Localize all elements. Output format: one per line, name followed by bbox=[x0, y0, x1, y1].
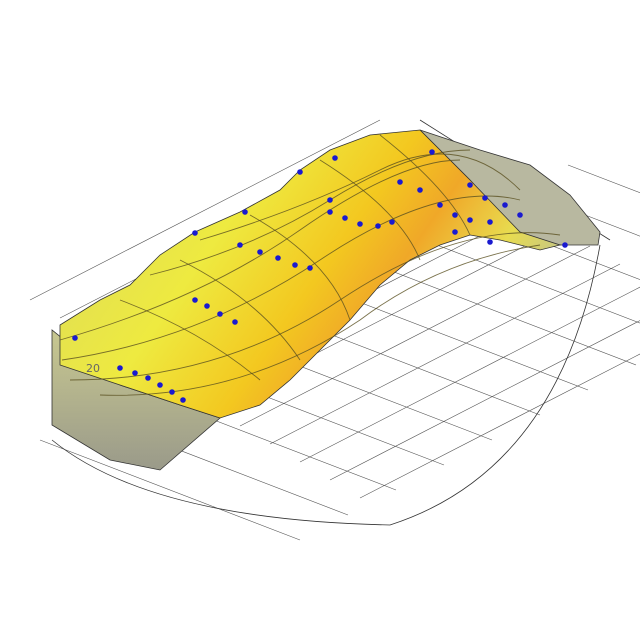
marker-dot bbox=[429, 149, 435, 155]
marker-dot bbox=[72, 335, 78, 341]
grid-line bbox=[39, 439, 301, 541]
contour-label-20: 20 bbox=[86, 362, 100, 375]
grid-line bbox=[269, 263, 621, 445]
marker-dot bbox=[192, 230, 198, 236]
marker-dot bbox=[437, 202, 443, 208]
marker-dot bbox=[117, 365, 123, 371]
contour-line bbox=[61, 195, 521, 361]
floor-outline bbox=[51, 244, 601, 526]
grid-line bbox=[329, 320, 640, 481]
marker-dot bbox=[204, 303, 210, 309]
contour-line bbox=[319, 159, 421, 261]
marker-dot bbox=[192, 297, 198, 303]
contour-line bbox=[179, 259, 301, 361]
surface-top bbox=[59, 129, 562, 419]
marker-dot bbox=[342, 215, 348, 221]
contour-lines bbox=[59, 134, 561, 396]
contour-line bbox=[59, 159, 461, 341]
marker-dot bbox=[292, 262, 298, 268]
grid-line bbox=[423, 239, 640, 324]
measurement-markers bbox=[72, 149, 568, 403]
marker-dot bbox=[467, 182, 473, 188]
marker-dot bbox=[357, 221, 363, 227]
marker-dot bbox=[452, 212, 458, 218]
marker-dot bbox=[389, 219, 395, 225]
marker-dot bbox=[242, 209, 248, 215]
marker-dot bbox=[467, 217, 473, 223]
marker-dot bbox=[452, 229, 458, 235]
marker-dot bbox=[502, 202, 508, 208]
marker-dot bbox=[327, 197, 333, 203]
marker-dot bbox=[487, 219, 493, 225]
grid-line bbox=[567, 164, 640, 194]
marker-dot bbox=[180, 397, 186, 403]
marker-dot bbox=[375, 223, 381, 229]
marker-dot bbox=[487, 239, 493, 245]
marker-dot bbox=[145, 375, 151, 381]
marker-dot bbox=[482, 195, 488, 201]
contour-line bbox=[99, 244, 541, 396]
grid-line bbox=[29, 119, 381, 301]
marker-dot bbox=[217, 311, 223, 317]
grid-line bbox=[239, 245, 591, 427]
grid-line bbox=[375, 264, 637, 366]
contour-line bbox=[69, 232, 561, 381]
marker-dot bbox=[307, 265, 313, 271]
marker-dot bbox=[257, 249, 263, 255]
marker-dot bbox=[417, 187, 423, 193]
marker-dot bbox=[562, 242, 568, 248]
marker-dot bbox=[332, 155, 338, 161]
marker-dot bbox=[517, 212, 523, 218]
marker-dot bbox=[297, 169, 303, 175]
marker-dot bbox=[232, 319, 238, 325]
marker-dot bbox=[275, 255, 281, 261]
contour-line bbox=[199, 153, 521, 241]
contour-line bbox=[119, 299, 261, 381]
marker-dot bbox=[397, 179, 403, 185]
marker-dot bbox=[169, 389, 175, 395]
grid-line bbox=[327, 289, 589, 391]
marker-dot bbox=[157, 382, 163, 388]
marker-dot bbox=[237, 242, 243, 248]
marker-dot bbox=[132, 370, 138, 376]
marker-dot bbox=[327, 209, 333, 215]
contour-line bbox=[249, 214, 351, 321]
contour-line bbox=[379, 134, 471, 236]
grid-line bbox=[359, 353, 640, 499]
